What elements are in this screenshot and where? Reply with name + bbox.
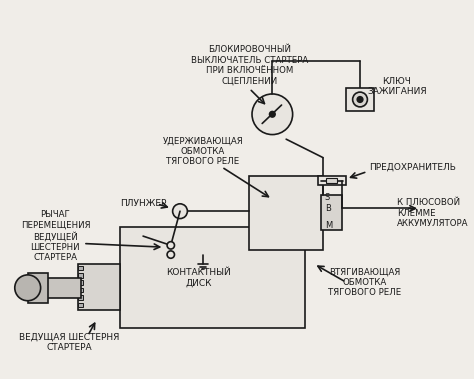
Bar	[326, 178, 337, 183]
Bar	[79, 302, 83, 307]
Bar	[79, 295, 83, 300]
Text: КЛЮЧ
ЗАЖИГАНИЯ: КЛЮЧ ЗАЖИГАНИЯ	[367, 77, 427, 96]
Circle shape	[353, 92, 367, 107]
Text: УДЕРЖИВАЮЩАЯ
ОБМОТКА
ТЯГОВОГО РЕЛЕ: УДЕРЖИВАЮЩАЯ ОБМОТКА ТЯГОВОГО РЕЛЕ	[163, 136, 244, 166]
Bar	[79, 280, 83, 285]
Circle shape	[270, 111, 275, 117]
Bar	[346, 88, 374, 111]
Bar	[46, 278, 81, 298]
Bar	[321, 194, 342, 230]
Text: ВТЯГИВАЮЩАЯ
ОБМОТКА
ТЯГОВОГО РЕЛЕ: ВТЯГИВАЮЩАЯ ОБМОТКА ТЯГОВОГО РЕЛЕ	[328, 267, 401, 297]
Text: БЛОКИРОВОЧНЫЙ
ВЫКЛЮЧАТЕЛЬ СТАРТЕРА
ПРИ ВКЛЮЧЁННОМ
СЦЕПЛЕНИИ: БЛОКИРОВОЧНЫЙ ВЫКЛЮЧАТЕЛЬ СТАРТЕРА ПРИ В…	[191, 45, 308, 85]
Text: S: S	[325, 193, 330, 202]
Bar	[319, 176, 346, 185]
Bar	[79, 266, 83, 270]
Text: РЫЧАГ
ПЕРЕМЕЩЕНИЯ
ВЕДУЩЕЙ
ШЕСТЕРНИ
СТАРТЕРА: РЫЧАГ ПЕРЕМЕЩЕНИЯ ВЕДУЩЕЙ ШЕСТЕРНИ СТАРТ…	[21, 210, 90, 262]
Text: ПРЕДОХРАНИТЕЛЬ: ПРЕДОХРАНИТЕЛЬ	[369, 162, 456, 171]
Text: ВЕДУЩАЯ ШЕСТЕРНЯ
СТАРТЕРА: ВЕДУЩАЯ ШЕСТЕРНЯ СТАРТЕРА	[19, 333, 119, 352]
Text: B: B	[325, 204, 331, 213]
Bar	[120, 227, 305, 329]
Text: К ПЛЮСОВОЙ
КЛЕММЕ
АККУМУЛЯТОРА: К ПЛЮСОВОЙ КЛЕММЕ АККУМУЛЯТОРА	[397, 198, 468, 228]
Text: M: M	[325, 221, 332, 230]
Bar	[79, 288, 83, 293]
Bar	[79, 264, 120, 310]
Bar	[157, 248, 240, 285]
Circle shape	[167, 242, 174, 249]
Circle shape	[357, 97, 363, 102]
Circle shape	[252, 94, 292, 135]
Text: ПЛУНЖЕР: ПЛУНЖЕР	[120, 199, 166, 208]
Bar	[27, 273, 48, 302]
Circle shape	[173, 204, 187, 219]
Bar	[249, 176, 323, 250]
Text: КОНТАКТНЫЙ
ДИСК: КОНТАКТНЫЙ ДИСК	[166, 268, 231, 287]
Circle shape	[167, 251, 174, 258]
Circle shape	[15, 275, 41, 301]
Bar	[79, 273, 83, 278]
